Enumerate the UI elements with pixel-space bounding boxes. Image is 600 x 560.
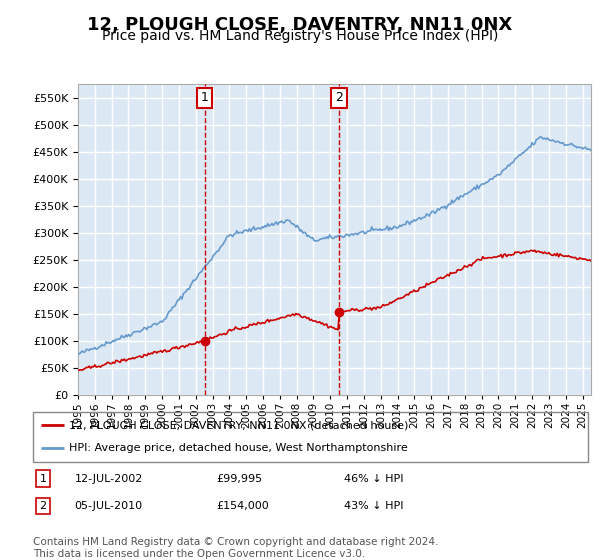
- Text: Contains HM Land Registry data © Crown copyright and database right 2024.
This d: Contains HM Land Registry data © Crown c…: [33, 537, 439, 559]
- Text: £99,995: £99,995: [216, 474, 262, 483]
- Text: 2: 2: [40, 501, 47, 511]
- Text: 05-JUL-2010: 05-JUL-2010: [74, 501, 143, 511]
- Text: £154,000: £154,000: [216, 501, 269, 511]
- Text: 1: 1: [40, 474, 46, 483]
- Text: 12, PLOUGH CLOSE, DAVENTRY, NN11 0NX: 12, PLOUGH CLOSE, DAVENTRY, NN11 0NX: [88, 16, 512, 34]
- Text: HPI: Average price, detached house, West Northamptonshire: HPI: Average price, detached house, West…: [69, 444, 408, 454]
- Text: 1: 1: [201, 91, 209, 105]
- Text: 2: 2: [335, 91, 343, 105]
- Text: 43% ↓ HPI: 43% ↓ HPI: [344, 501, 403, 511]
- Text: Price paid vs. HM Land Registry's House Price Index (HPI): Price paid vs. HM Land Registry's House …: [102, 29, 498, 43]
- Text: 12, PLOUGH CLOSE, DAVENTRY, NN11 0NX (detached house): 12, PLOUGH CLOSE, DAVENTRY, NN11 0NX (de…: [69, 420, 409, 430]
- Text: 46% ↓ HPI: 46% ↓ HPI: [344, 474, 403, 483]
- Text: 12-JUL-2002: 12-JUL-2002: [74, 474, 143, 483]
